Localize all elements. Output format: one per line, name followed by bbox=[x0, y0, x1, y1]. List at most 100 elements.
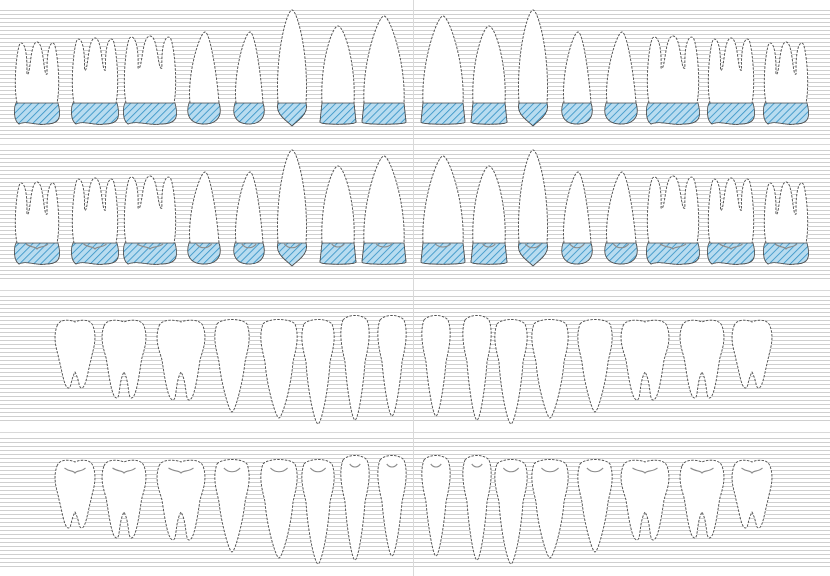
tooth-premolar[interactable] bbox=[531, 459, 569, 559]
tooth-canine[interactable] bbox=[301, 319, 335, 425]
tooth-canine[interactable] bbox=[277, 9, 307, 127]
tooth-premolar[interactable] bbox=[561, 31, 593, 125]
tooth-molar[interactable] bbox=[14, 41, 61, 125]
tooth-premolar[interactable] bbox=[577, 459, 613, 553]
tooth-outline bbox=[54, 459, 96, 529]
tooth-outline bbox=[531, 459, 569, 559]
tooth-outline bbox=[494, 319, 528, 425]
tooth-molar[interactable] bbox=[707, 177, 756, 265]
tooth-incisor[interactable] bbox=[462, 315, 492, 421]
tooth-premolar[interactable] bbox=[187, 171, 221, 265]
tooth-outline bbox=[361, 15, 407, 125]
tooth-molar[interactable] bbox=[620, 319, 670, 401]
crown-shading bbox=[707, 102, 756, 125]
tooth-molar[interactable] bbox=[763, 181, 810, 265]
panel-lower-arch bbox=[54, 315, 773, 425]
tooth-molar[interactable] bbox=[620, 459, 670, 541]
occlusal-mark bbox=[112, 467, 136, 474]
tooth-molar[interactable] bbox=[71, 37, 120, 125]
tooth-molar[interactable] bbox=[731, 459, 773, 529]
tooth-incisor[interactable] bbox=[421, 455, 451, 557]
occlusal-mark bbox=[430, 463, 442, 468]
tooth-outline bbox=[301, 459, 335, 565]
tooth-outline bbox=[462, 315, 492, 421]
tooth-outline bbox=[731, 319, 773, 389]
tooth-molar[interactable] bbox=[156, 459, 206, 541]
tooth-outline bbox=[214, 459, 250, 553]
tooth-premolar[interactable] bbox=[604, 31, 638, 125]
tooth-premolar[interactable] bbox=[214, 319, 250, 413]
tooth-outline bbox=[421, 455, 451, 557]
tooth-incisor[interactable] bbox=[340, 315, 370, 421]
crown-shading bbox=[604, 242, 638, 265]
tooth-incisor[interactable] bbox=[462, 455, 492, 561]
tooth-premolar[interactable] bbox=[233, 31, 265, 125]
tooth-molar[interactable] bbox=[646, 35, 700, 125]
tooth-outline bbox=[340, 315, 370, 421]
tooth-incisor-central[interactable] bbox=[420, 15, 466, 125]
tooth-canine[interactable] bbox=[518, 9, 548, 127]
tooth-incisor-lateral[interactable] bbox=[319, 25, 357, 125]
tooth-incisor-lateral[interactable] bbox=[319, 165, 357, 265]
crown-shading bbox=[561, 102, 593, 125]
tooth-canine[interactable] bbox=[301, 459, 335, 565]
tooth-incisor[interactable] bbox=[340, 455, 370, 561]
tooth-molar[interactable] bbox=[14, 181, 61, 265]
tooth-premolar[interactable] bbox=[531, 319, 569, 419]
tooth-molar[interactable] bbox=[646, 175, 700, 265]
tooth-outline bbox=[123, 175, 177, 265]
tooth-premolar[interactable] bbox=[187, 31, 221, 125]
panel-lower-arch bbox=[54, 455, 773, 565]
tooth-molar[interactable] bbox=[71, 177, 120, 265]
tooth-molar[interactable] bbox=[54, 319, 96, 389]
occlusal-mark bbox=[774, 243, 798, 250]
crown-shading bbox=[518, 102, 548, 127]
tooth-molar[interactable] bbox=[123, 175, 177, 265]
tooth-molar[interactable] bbox=[707, 37, 756, 125]
tooth-outline bbox=[214, 319, 250, 413]
tooth-incisor-central[interactable] bbox=[361, 15, 407, 125]
crown-shading bbox=[277, 102, 307, 127]
tooth-incisor-central[interactable] bbox=[420, 155, 466, 265]
tooth-premolar[interactable] bbox=[260, 319, 298, 419]
tooth-molar[interactable] bbox=[763, 41, 810, 125]
tooth-incisor[interactable] bbox=[421, 315, 451, 417]
tooth-incisor[interactable] bbox=[377, 455, 407, 557]
tooth-outline bbox=[620, 319, 670, 401]
tooth-outline bbox=[123, 35, 177, 125]
tooth-incisor[interactable] bbox=[377, 315, 407, 417]
tooth-molar[interactable] bbox=[123, 35, 177, 125]
tooth-molar[interactable] bbox=[731, 319, 773, 389]
occlusal-mark bbox=[524, 243, 542, 249]
tooth-molar[interactable] bbox=[679, 319, 725, 399]
tooth-molar[interactable] bbox=[54, 459, 96, 529]
tooth-premolar[interactable] bbox=[577, 319, 613, 413]
occlusal-mark bbox=[25, 243, 49, 250]
tooth-premolar[interactable] bbox=[561, 171, 593, 265]
tooth-molar[interactable] bbox=[101, 319, 147, 399]
tooth-molar[interactable] bbox=[679, 459, 725, 539]
tooth-outline bbox=[731, 459, 773, 529]
tooth-premolar[interactable] bbox=[214, 459, 250, 553]
occlusal-mark bbox=[659, 243, 687, 250]
occlusal-mark bbox=[223, 467, 241, 473]
tooth-molar[interactable] bbox=[101, 459, 147, 539]
tooth-molar[interactable] bbox=[156, 319, 206, 401]
tooth-outline bbox=[156, 319, 206, 401]
occlusal-mark bbox=[386, 463, 398, 468]
tooth-canine[interactable] bbox=[494, 319, 528, 425]
occlusal-mark bbox=[195, 243, 213, 249]
tooth-incisor-lateral[interactable] bbox=[470, 25, 508, 125]
occlusal-mark bbox=[482, 243, 496, 248]
panel-upper-arch bbox=[14, 149, 810, 267]
tooth-premolar[interactable] bbox=[233, 171, 265, 265]
tooth-incisor-central[interactable] bbox=[361, 155, 407, 265]
crown-shading bbox=[187, 242, 221, 265]
tooth-premolar[interactable] bbox=[260, 459, 298, 559]
tooth-incisor-lateral[interactable] bbox=[470, 165, 508, 265]
tooth-canine[interactable] bbox=[518, 149, 548, 267]
tooth-premolar[interactable] bbox=[604, 171, 638, 265]
tooth-canine[interactable] bbox=[277, 149, 307, 267]
tooth-canine[interactable] bbox=[494, 459, 528, 565]
occlusal-mark bbox=[632, 467, 658, 474]
